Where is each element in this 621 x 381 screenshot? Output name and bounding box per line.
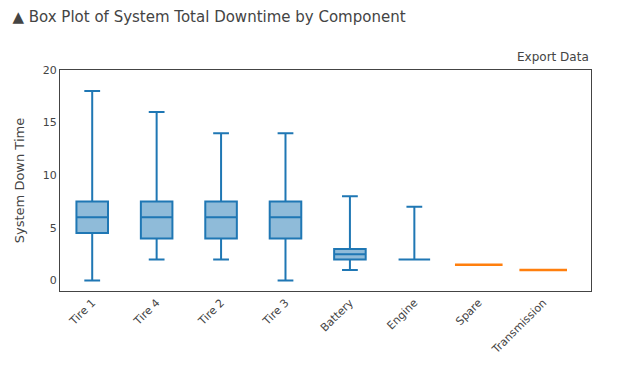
svg-text:Spare: Spare — [453, 296, 485, 328]
svg-text:Tire 2: Tire 2 — [195, 297, 227, 329]
svg-text:15: 15 — [43, 116, 57, 129]
svg-text:Tire 1: Tire 1 — [66, 297, 98, 329]
svg-text:Export Data: Export Data — [517, 50, 589, 64]
svg-text:▲ Box Plot of System Total Dow: ▲ Box Plot of System Total Downtime by C… — [12, 8, 405, 26]
svg-text:System Down Time: System Down Time — [12, 118, 27, 243]
svg-text:Battery: Battery — [318, 296, 356, 334]
svg-text:0: 0 — [50, 274, 57, 287]
svg-text:Engine: Engine — [385, 296, 421, 332]
svg-text:20: 20 — [43, 64, 57, 77]
svg-text:Tire 4: Tire 4 — [131, 297, 163, 329]
svg-text:10: 10 — [43, 169, 57, 182]
svg-text:5: 5 — [50, 222, 57, 235]
svg-text:Transmission: Transmission — [489, 297, 549, 357]
svg-text:Tire 3: Tire 3 — [260, 297, 292, 329]
